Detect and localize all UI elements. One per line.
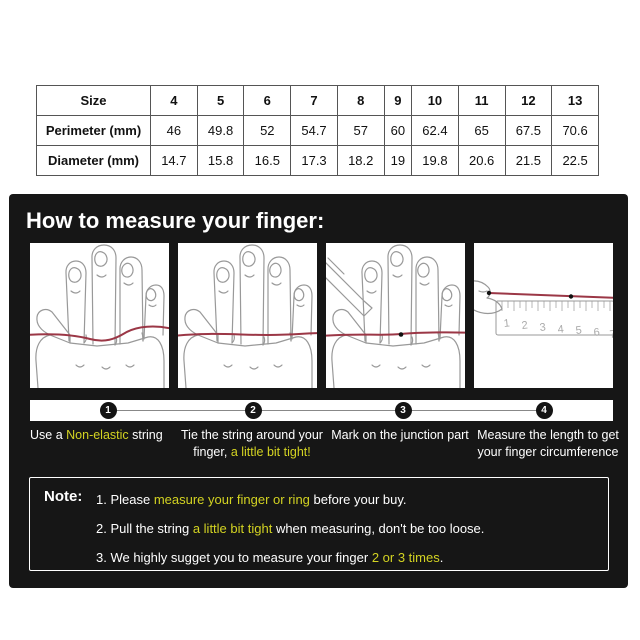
svg-text:7: 7 (609, 328, 613, 341)
svg-text:1: 1 (503, 317, 510, 330)
svg-text:2: 2 (521, 319, 528, 332)
svg-text:3: 3 (539, 321, 546, 334)
svg-text:6: 6 (593, 326, 600, 339)
svg-text:5: 5 (575, 324, 582, 337)
svg-text:4: 4 (557, 323, 564, 336)
